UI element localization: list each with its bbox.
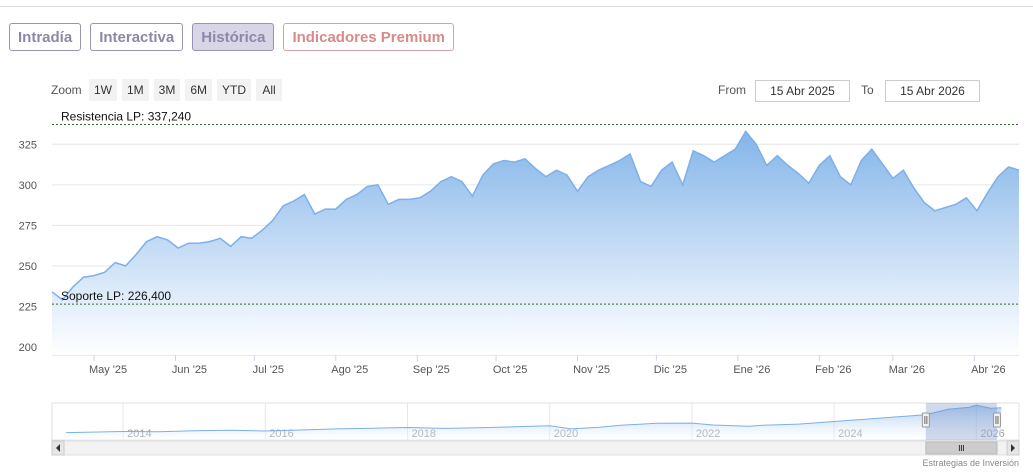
navigator-area	[66, 405, 1002, 440]
y-tick-label: 200	[19, 342, 37, 354]
zoom-ytd-button[interactable]: YTD	[217, 79, 252, 101]
top-divider	[0, 6, 1033, 7]
to-date-input[interactable]: 15 Abr 2026	[885, 80, 980, 102]
x-tick-label: Abr '26	[971, 364, 1006, 376]
x-tick-label: Ago '25	[331, 364, 368, 376]
x-tick-label: Dic '25	[654, 364, 687, 376]
zoom-6m-button[interactable]: 6M	[185, 79, 213, 101]
zoom-buttons: 1W 1M 3M 6M YTD All	[89, 79, 283, 101]
y-tick-label: 275	[19, 220, 37, 232]
scroll-right-arrow-icon	[1011, 444, 1015, 452]
zoom-all-button[interactable]: All	[256, 79, 283, 101]
zoom-1w-button[interactable]: 1W	[89, 79, 117, 101]
from-label: From	[718, 83, 746, 97]
zoom-3m-button[interactable]: 3M	[153, 79, 181, 101]
scrollbar-track[interactable]	[51, 440, 1020, 456]
resistance-label: Resistencia LP: 337,240	[61, 109, 191, 123]
to-label: To	[861, 83, 874, 97]
tab-interactiva[interactable]: Interactiva	[90, 23, 184, 51]
x-tick-label: Jul '25	[253, 364, 284, 376]
x-tick-label: Sep '25	[413, 364, 450, 376]
x-tick-label: Mar '26	[889, 364, 925, 376]
chart-tabs: Intradía Interactiva Histórica Indicador…	[9, 23, 454, 51]
x-tick-label: Ene '26	[733, 364, 770, 376]
from-date-input[interactable]: 15 Abr 2025	[755, 80, 850, 102]
x-tick-label: Feb '26	[815, 364, 851, 376]
y-tick-label: 325	[19, 139, 37, 151]
price-area	[52, 131, 1019, 355]
x-tick-label: Oct '25	[493, 364, 528, 376]
x-tick-label: May '25	[89, 364, 127, 376]
zoom-1m-button[interactable]: 1M	[122, 79, 149, 101]
y-tick-label: 250	[19, 261, 37, 273]
price-line[interactable]	[51, 129, 1020, 301]
x-tick-label: Nov '25	[573, 364, 610, 376]
navigator-left-handle[interactable]	[921, 412, 930, 428]
y-tick-label: 300	[19, 180, 37, 192]
zoom-label: Zoom	[51, 83, 82, 97]
x-tick-label: Jun '25	[172, 364, 207, 376]
tab-indicadores-premium[interactable]: Indicadores Premium	[283, 23, 454, 51]
scroll-left-arrow-icon	[56, 444, 60, 452]
navigator-right-handle[interactable]	[992, 412, 1001, 428]
tab-historica[interactable]: Histórica	[192, 23, 275, 51]
support-label: Soporte LP: 226,400	[61, 289, 171, 303]
navigator-selection[interactable]	[925, 403, 997, 440]
tab-intradia[interactable]: Intradía	[9, 23, 82, 51]
y-tick-label: 225	[19, 301, 37, 313]
chart-credits: Estrategias de Inversión	[922, 458, 1019, 468]
